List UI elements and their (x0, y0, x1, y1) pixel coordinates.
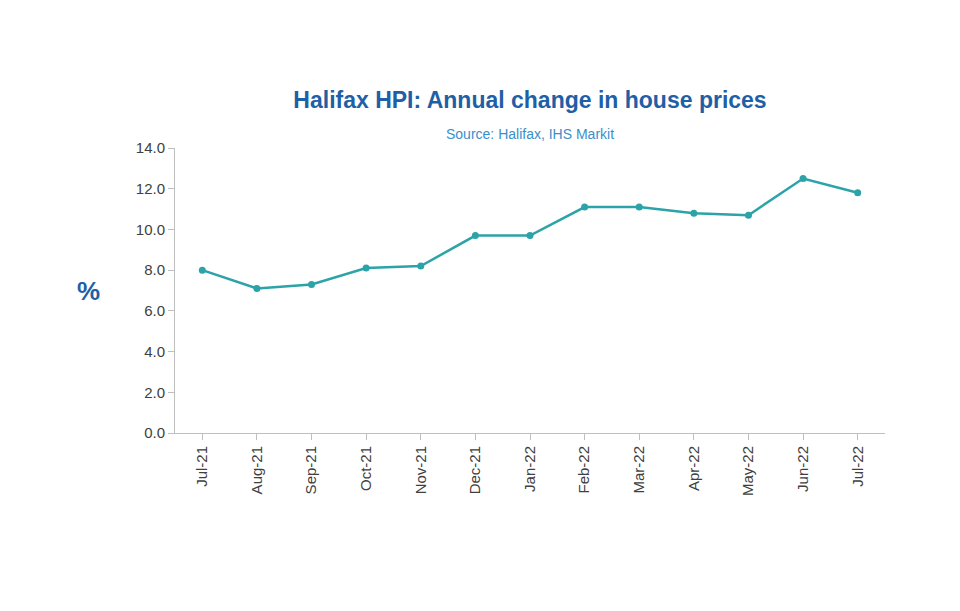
svg-text:Apr-22: Apr-22 (685, 446, 702, 491)
svg-text:10.0: 10.0 (136, 221, 165, 238)
svg-text:Feb-22: Feb-22 (575, 446, 592, 494)
svg-text:Nov-21: Nov-21 (412, 446, 429, 494)
svg-text:14.0: 14.0 (136, 139, 165, 156)
svg-text:Halifax HPI: Annual change in: Halifax HPI: Annual change in house pric… (293, 87, 766, 113)
svg-text:Jan-22: Jan-22 (521, 446, 538, 492)
svg-text:Jul-22: Jul-22 (849, 446, 866, 487)
svg-text:Jul-21: Jul-21 (193, 446, 210, 487)
svg-text:Source: Halifax, IHS Markit: Source: Halifax, IHS Markit (446, 126, 614, 142)
svg-text:Dec-21: Dec-21 (466, 446, 483, 494)
svg-text:%: % (77, 276, 100, 306)
svg-text:8.0: 8.0 (144, 261, 165, 278)
svg-text:Aug-21: Aug-21 (248, 446, 265, 494)
svg-text:Oct-21: Oct-21 (357, 446, 374, 491)
svg-text:Jun-22: Jun-22 (794, 446, 811, 492)
svg-text:May-22: May-22 (739, 446, 756, 496)
svg-text:0.0: 0.0 (144, 424, 165, 441)
svg-text:2.0: 2.0 (144, 384, 165, 401)
svg-text:4.0: 4.0 (144, 343, 165, 360)
svg-text:12.0: 12.0 (136, 180, 165, 197)
svg-text:6.0: 6.0 (144, 302, 165, 319)
svg-text:Sep-21: Sep-21 (302, 446, 319, 494)
svg-text:Mar-22: Mar-22 (630, 446, 647, 494)
